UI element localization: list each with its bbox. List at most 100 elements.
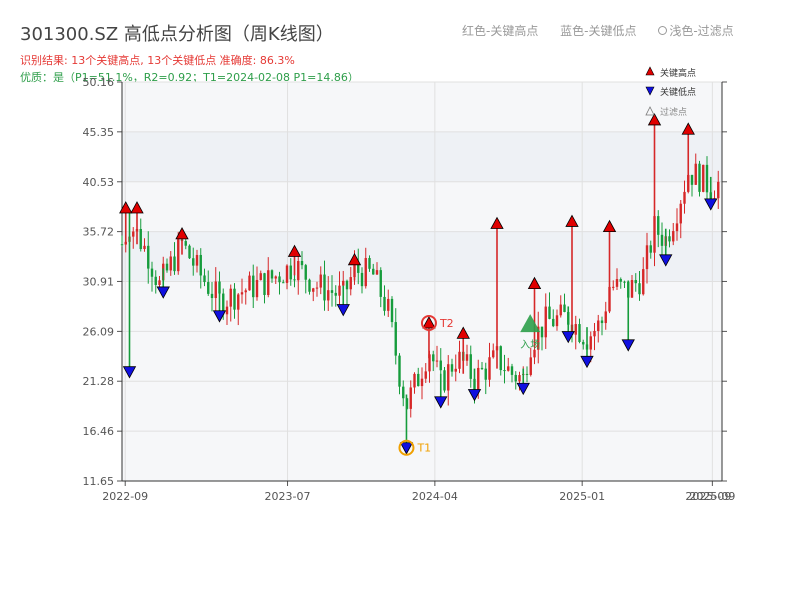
candle (368, 255, 371, 272)
candle (634, 273, 637, 292)
candle-body (435, 360, 439, 362)
header-legend-filtered-label: 浅色-过滤点 (669, 24, 734, 38)
candle (480, 361, 484, 370)
candle (439, 348, 442, 377)
candle-body (679, 203, 682, 224)
key-low-marker (580, 355, 594, 369)
candle (533, 345, 536, 365)
candle (454, 354, 457, 382)
candle (675, 208, 679, 241)
candle-body (248, 275, 251, 291)
candle (173, 242, 176, 275)
key-high-marker (647, 113, 662, 126)
candle-body (364, 258, 367, 287)
key-low-marker (561, 331, 575, 344)
candle (432, 350, 435, 372)
candle-body (323, 274, 326, 301)
candle-body (518, 375, 521, 382)
candle (233, 283, 236, 319)
candle (469, 345, 472, 388)
candle-body (563, 304, 566, 312)
candle-body (177, 239, 180, 272)
candle (642, 257, 645, 296)
candle-body (199, 254, 202, 276)
candle-body (390, 298, 394, 323)
candle (390, 296, 394, 328)
candle-body (398, 355, 401, 387)
candle-body (443, 370, 446, 391)
t2-circle (420, 314, 437, 331)
candle-body (203, 275, 206, 283)
candle-body (480, 367, 484, 369)
x-tick-label: 2024-04 (412, 490, 458, 503)
candle-body (702, 164, 705, 192)
candle (540, 326, 544, 351)
candle-body (308, 279, 311, 292)
key-low-marker (336, 304, 350, 317)
candle-body (672, 231, 675, 242)
candle-body (150, 268, 154, 277)
candle-body (132, 231, 135, 237)
candle (402, 380, 405, 407)
candle (702, 164, 705, 193)
candle (525, 366, 529, 383)
candle-body (244, 290, 247, 293)
candle (409, 380, 412, 418)
candle (379, 267, 382, 308)
key-low-marker (156, 286, 170, 299)
candle (274, 275, 277, 285)
candle-body (582, 341, 585, 345)
candle (484, 362, 487, 395)
candle (417, 367, 420, 387)
candle-body (634, 280, 637, 284)
candle (199, 248, 202, 289)
candle-body (630, 280, 634, 298)
candle (319, 266, 322, 295)
candle-body (169, 256, 172, 271)
candle (597, 314, 600, 343)
candle-body (484, 368, 487, 380)
candle-body (184, 241, 187, 246)
key-low-marker (516, 382, 530, 396)
candle-body (555, 315, 559, 327)
candle (214, 267, 217, 312)
candle-body (207, 282, 210, 294)
candle (267, 257, 270, 298)
candle-body (717, 181, 720, 199)
candle-body (469, 354, 472, 379)
x-tick-label: 2023-07 (265, 490, 311, 503)
candle-body (300, 261, 304, 266)
candle (139, 218, 142, 252)
header-legend-high: 红色-关键高点 (462, 24, 539, 38)
header-legend: 红色-关键高点 蓝色-关键低点 浅色-过滤点 (462, 22, 734, 39)
candle-body (439, 360, 442, 371)
candle (360, 267, 364, 294)
candle (240, 278, 244, 304)
y-tick-label: 35.72 (83, 226, 115, 239)
hollow-circle-icon (658, 26, 668, 35)
candle (447, 355, 450, 406)
candle (514, 371, 517, 390)
candle-body (319, 274, 322, 288)
candle-body (139, 228, 142, 250)
candle (578, 318, 581, 344)
candle (300, 251, 304, 270)
candle (657, 210, 660, 248)
legend-filtered-label: 过滤点 (660, 106, 687, 118)
candle (169, 251, 172, 276)
candle (120, 235, 124, 247)
candle (555, 309, 559, 331)
t2-label: T2 (439, 317, 454, 330)
candle (488, 342, 491, 387)
key-high-marker (130, 201, 144, 214)
candle-body (312, 288, 315, 292)
candle-body (503, 370, 506, 372)
candle-body (420, 378, 424, 387)
candle (225, 300, 229, 325)
candle (147, 231, 150, 284)
candle (364, 247, 367, 289)
candle (259, 270, 262, 281)
candle-body (338, 285, 341, 296)
candle (387, 289, 390, 317)
candle (158, 275, 161, 288)
